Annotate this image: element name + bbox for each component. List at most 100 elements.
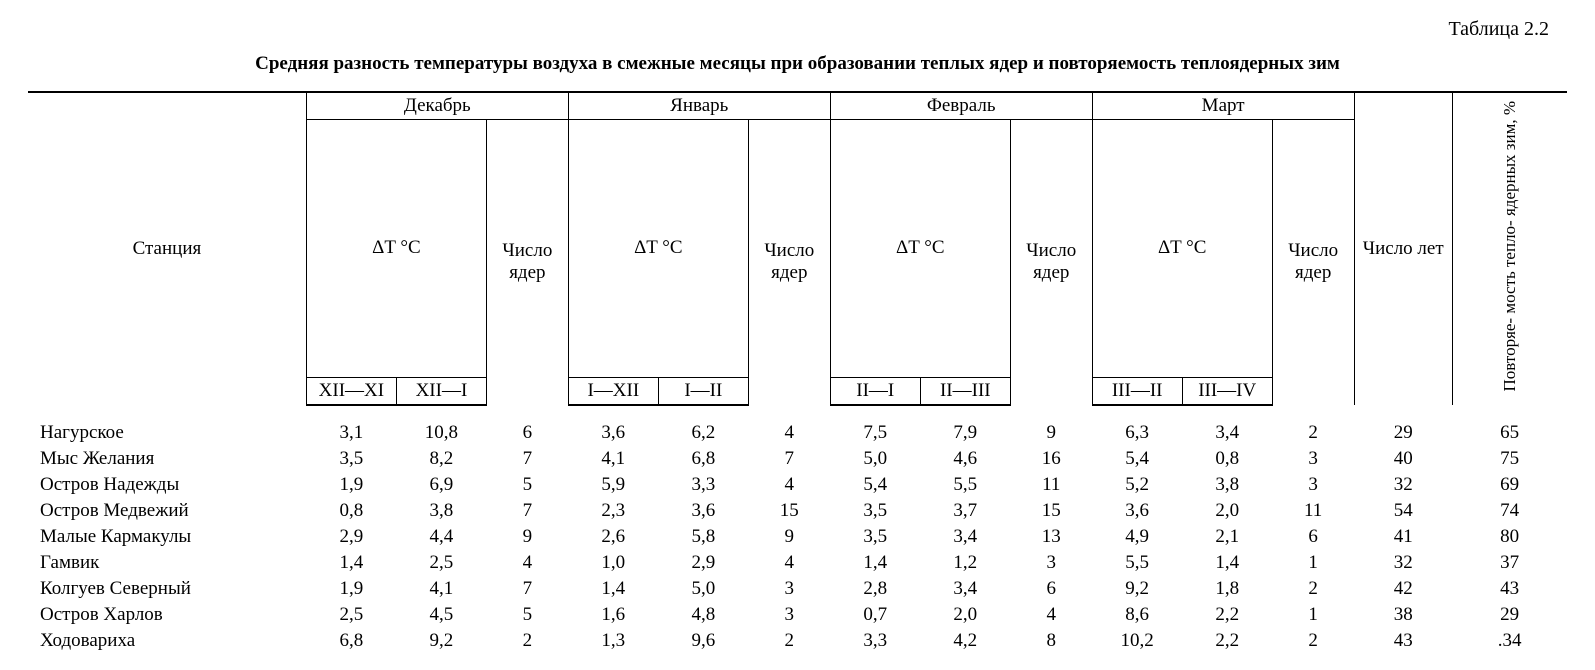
cell-value: 15: [1010, 498, 1092, 524]
cell-value: 2,5: [306, 602, 396, 628]
col-years: Число лет: [1354, 92, 1452, 406]
col-dT-dec: ΔT °C: [306, 119, 486, 378]
cell-value: 2,0: [920, 602, 1010, 628]
table-row: Гамвик1,42,541,02,941,41,235,51,413237: [28, 550, 1567, 576]
table-row: Остров Надежды1,96,955,93,345,45,5115,23…: [28, 472, 1567, 498]
cell-value: 6: [486, 420, 568, 446]
cell-value: 54: [1354, 498, 1452, 524]
cell-station: Остров Медвежий: [28, 498, 306, 524]
col-nuclei-mar: Число ядер: [1272, 119, 1354, 405]
cell-value: 4: [748, 550, 830, 576]
table-body: Нагурское3,110,863,66,247,57,996,33,4229…: [28, 405, 1567, 654]
cell-value: 42: [1354, 576, 1452, 602]
cell-value: 3,4: [920, 576, 1010, 602]
cell-value: 7: [486, 576, 568, 602]
cell-value: 4,2: [920, 628, 1010, 654]
cell-value: 38: [1354, 602, 1452, 628]
cell-value: 13: [1010, 524, 1092, 550]
cell-value: 1,4: [830, 550, 920, 576]
cell-value: 37: [1452, 550, 1567, 576]
cell-value: 3,6: [568, 420, 658, 446]
col-dec-a: XII—XI: [306, 378, 396, 406]
cell-value: .34: [1452, 628, 1567, 654]
cell-value: 2,2: [1182, 602, 1272, 628]
col-dec-b: XII—I: [396, 378, 486, 406]
table-head: Станция Декабрь Январь Февраль Март Числ…: [28, 92, 1567, 406]
cell-value: 2: [1272, 420, 1354, 446]
col-dT-feb: ΔT °C: [830, 119, 1010, 378]
cell-value: 3,5: [830, 524, 920, 550]
cell-value: 6: [1010, 576, 1092, 602]
cell-station: Нагурское: [28, 420, 306, 446]
cell-value: 8,6: [1092, 602, 1182, 628]
cell-value: 3,3: [658, 472, 748, 498]
col-month-feb: Февраль: [830, 92, 1092, 120]
cell-value: 2,0: [1182, 498, 1272, 524]
table-row: Колгуев Северный1,94,171,45,032,83,469,2…: [28, 576, 1567, 602]
cell-value: 5,0: [830, 446, 920, 472]
table-row: Мыс Желания3,58,274,16,875,04,6165,40,83…: [28, 446, 1567, 472]
cell-value: 1,9: [306, 576, 396, 602]
cell-value: 1: [1272, 602, 1354, 628]
cell-value: 6,9: [396, 472, 486, 498]
cell-value: 15: [748, 498, 830, 524]
cell-value: 11: [1272, 498, 1354, 524]
cell-value: 5,2: [1092, 472, 1182, 498]
cell-value: 2,3: [568, 498, 658, 524]
col-nuclei-feb: Число ядер: [1010, 119, 1092, 405]
cell-value: 3,5: [830, 498, 920, 524]
cell-value: 2,8: [830, 576, 920, 602]
col-dT-jan: ΔT °C: [568, 119, 748, 378]
cell-value: 32: [1354, 472, 1452, 498]
cell-value: 11: [1010, 472, 1092, 498]
cell-value: 16: [1010, 446, 1092, 472]
cell-value: 2: [1272, 628, 1354, 654]
cell-value: 2: [486, 628, 568, 654]
col-feb-a: II—I: [830, 378, 920, 406]
cell-station: Остров Харлов: [28, 602, 306, 628]
cell-value: 5,4: [830, 472, 920, 498]
col-dT-mar: ΔT °C: [1092, 119, 1272, 378]
cell-value: 69: [1452, 472, 1567, 498]
cell-value: 1,4: [1182, 550, 1272, 576]
cell-value: 4,4: [396, 524, 486, 550]
cell-value: 2,2: [1182, 628, 1272, 654]
cell-value: 5,5: [920, 472, 1010, 498]
cell-station: Колгуев Северный: [28, 576, 306, 602]
cell-value: 1,4: [568, 576, 658, 602]
table-row: Остров Медвежий0,83,872,33,6153,53,7153,…: [28, 498, 1567, 524]
cell-value: 2,5: [396, 550, 486, 576]
cell-value: 3: [1272, 446, 1354, 472]
cell-value: 6,8: [658, 446, 748, 472]
cell-value: 43: [1354, 628, 1452, 654]
cell-value: 3,5: [306, 446, 396, 472]
cell-value: 2,9: [306, 524, 396, 550]
cell-value: 32: [1354, 550, 1452, 576]
table-row: Ходовариха6,89,221,39,623,34,2810,22,224…: [28, 628, 1567, 654]
col-nuclei-jan: Число ядер: [748, 119, 830, 405]
cell-value: 5,9: [568, 472, 658, 498]
cell-value: 0,8: [306, 498, 396, 524]
cell-station: Гамвик: [28, 550, 306, 576]
cell-value: 9: [1010, 420, 1092, 446]
cell-station: Мыс Желания: [28, 446, 306, 472]
cell-value: 2: [748, 628, 830, 654]
table-row: Малые Кармакулы2,94,492,65,893,53,4134,9…: [28, 524, 1567, 550]
col-repeat: Повторяе- мость тепло- ядерных зим, %: [1452, 92, 1567, 406]
col-repeat-label: Повторяе- мость тепло- ядерных зим, %: [1501, 95, 1520, 398]
cell-value: 4: [748, 420, 830, 446]
cell-value: 2,9: [658, 550, 748, 576]
cell-value: 80: [1452, 524, 1567, 550]
cell-value: 4: [1010, 602, 1092, 628]
cell-value: 1: [1272, 550, 1354, 576]
cell-value: 2: [1272, 576, 1354, 602]
cell-value: 3: [748, 602, 830, 628]
cell-value: 5,5: [1092, 550, 1182, 576]
cell-value: 3,6: [1092, 498, 1182, 524]
cell-value: 0,7: [830, 602, 920, 628]
data-table: Станция Декабрь Январь Февраль Март Числ…: [28, 91, 1567, 655]
cell-value: 3,1: [306, 420, 396, 446]
col-mar-a: III—II: [1092, 378, 1182, 406]
cell-value: 2,1: [1182, 524, 1272, 550]
cell-value: 4: [486, 550, 568, 576]
